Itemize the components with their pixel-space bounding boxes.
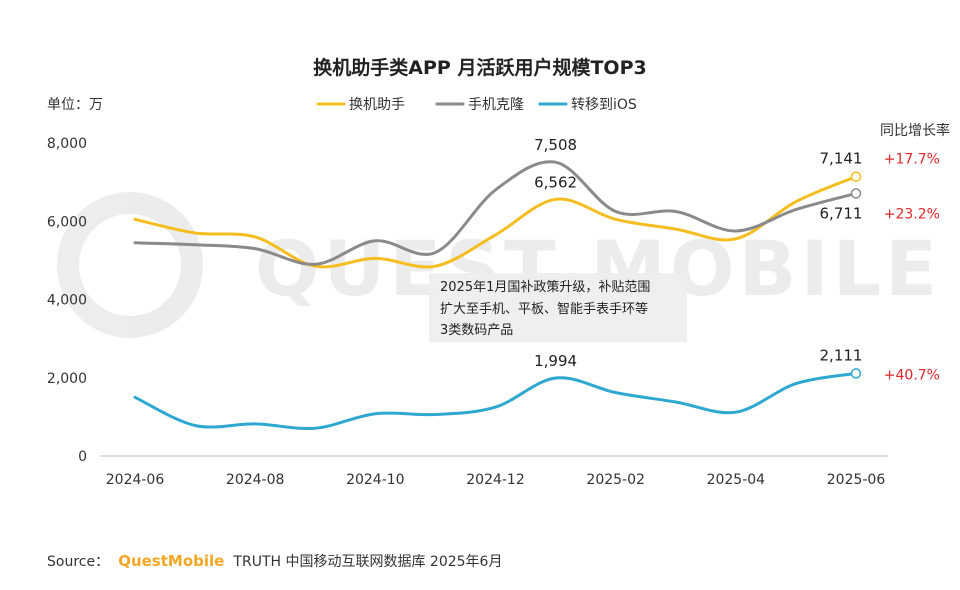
annotation-line-1: 2025年1月国补政策升级，补贴范围	[440, 279, 650, 295]
data-label: 6,711	[820, 204, 863, 222]
growth-rates: +17.7% +23.2% +40.7%	[884, 152, 940, 384]
x-tick-label: 2024-06	[106, 472, 165, 488]
growth-rate: +40.7%	[884, 367, 940, 383]
series-line	[133, 175, 858, 269]
x-tick-label: 2025-04	[707, 472, 766, 488]
end-point-marker	[850, 368, 862, 379]
y-tick-label: 0	[78, 449, 87, 465]
x-tick-label: 2025-02	[586, 472, 645, 488]
series-line	[133, 160, 858, 266]
legend: 换机助手 手机克隆 转移到iOS	[316, 96, 637, 113]
data-labels: 6,562 7,508 1,994 7,141 6,711 2,111	[534, 136, 862, 370]
annotation-box: 2025年1月国补政策升级，补贴范围 扩大至手机、平板、智能手表手环等 3类数码…	[429, 273, 687, 342]
series-换机助手	[133, 171, 862, 269]
data-label: 7,141	[820, 150, 863, 168]
legend-label: 换机助手	[349, 96, 405, 113]
annotation-background	[429, 273, 687, 342]
data-label: 7,508	[534, 136, 577, 154]
legend-item: 转移到iOS	[538, 97, 637, 113]
legend-item: 换机助手	[316, 96, 405, 113]
y-tick-label: 2,000	[47, 371, 87, 387]
series-lines	[133, 160, 862, 431]
legend-item: 手机克隆	[435, 97, 524, 113]
source-line: Source： QuestMobile TRUTH 中国移动互联网数据库 202…	[47, 551, 502, 570]
data-label: 1,994	[534, 352, 577, 370]
x-tick-label: 2024-08	[226, 472, 285, 488]
source-brand: QuestMobile	[118, 552, 224, 570]
watermark-logo-ring	[57, 192, 203, 338]
annotation-line-3: 3类数码产品	[440, 323, 513, 338]
series-手机克隆	[133, 160, 862, 266]
y-tick-label: 8,000	[47, 136, 87, 152]
end-point-marker	[850, 188, 862, 199]
growth-rate: +23.2%	[884, 206, 940, 222]
annotation-line-2: 扩大至手机、平板、智能手表手环等	[440, 301, 648, 317]
chart-title: 换机助手类APP 月活跃用户规模TOP3	[313, 56, 646, 79]
y-tick-label: 4,000	[47, 293, 87, 309]
series-line	[133, 371, 858, 431]
axes: 0 2,000 4,000 6,000 8,000 2024-06 2024-08 2024-…	[47, 136, 888, 488]
data-label: 6,562	[534, 173, 577, 191]
series-转移到iOS	[133, 368, 862, 431]
y-tick-label: 6,000	[47, 214, 87, 230]
source-prefix: Source：	[47, 554, 109, 570]
growth-rate: +17.7%	[884, 152, 940, 168]
legend-label: 手机克隆	[468, 97, 524, 113]
growth-rate-header: 同比增长率	[880, 122, 950, 139]
data-label: 2,111	[820, 346, 863, 364]
x-tick-label: 2024-10	[346, 472, 405, 488]
unit-label: 单位：万	[47, 97, 103, 113]
legend-label: 转移到iOS	[571, 97, 637, 113]
x-tick-label: 2024-12	[466, 472, 525, 488]
end-point-marker	[850, 171, 862, 182]
x-tick-label: 2025-06	[827, 472, 886, 488]
source-rest: TRUTH 中国移动互联网数据库 2025年6月	[232, 554, 502, 570]
